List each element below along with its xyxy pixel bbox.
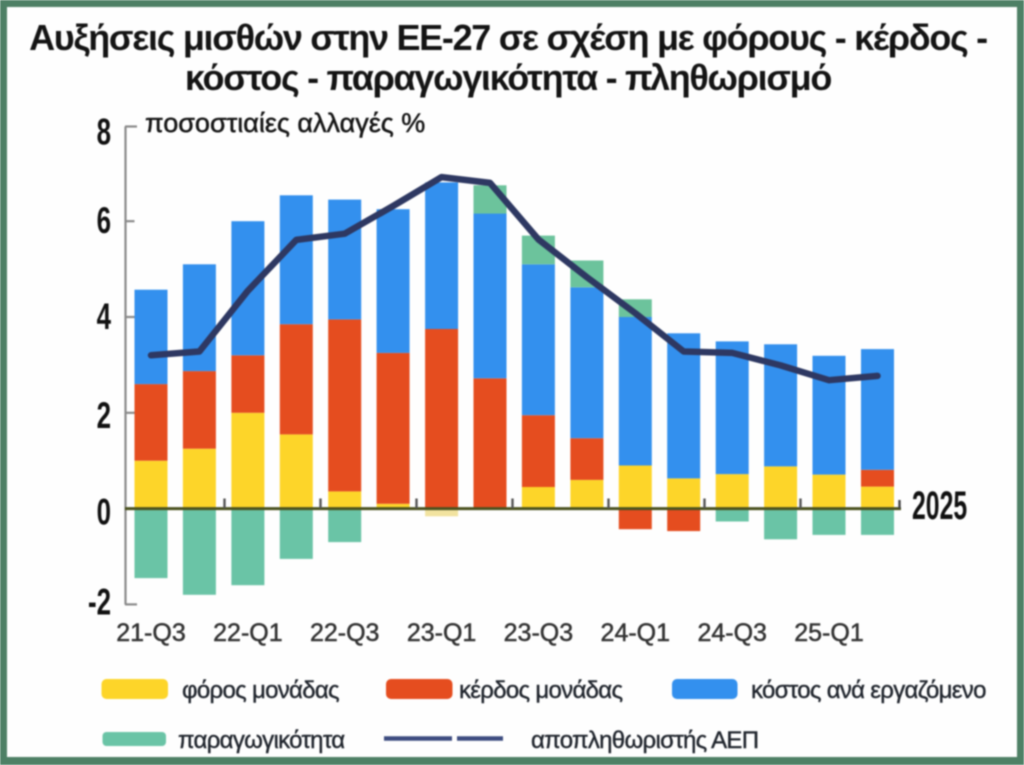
svg-text:22-Q3: 22-Q3 [310, 619, 379, 647]
svg-text:6: 6 [97, 200, 111, 242]
svg-text:2025: 2025 [912, 484, 967, 528]
svg-text:23-Q3: 23-Q3 [504, 619, 573, 647]
svg-text:αποπληθωριστής ΑΕΠ: αποπληθωριστής ΑΕΠ [531, 727, 758, 754]
svg-text:24-Q3: 24-Q3 [697, 619, 766, 647]
svg-text:φόρος μονάδας: φόρος μονάδας [182, 677, 339, 704]
svg-text:0: 0 [97, 491, 111, 533]
svg-text:κέρδος μονάδας: κέρδος μονάδας [459, 677, 622, 704]
svg-text:22-Q1: 22-Q1 [213, 619, 282, 647]
svg-text:25-Q1: 25-Q1 [794, 619, 863, 647]
svg-text:24-Q1: 24-Q1 [601, 619, 670, 647]
svg-text:21-Q3: 21-Q3 [116, 619, 185, 647]
svg-text:8: 8 [97, 111, 111, 153]
svg-text:4: 4 [97, 295, 112, 337]
svg-text:2: 2 [97, 394, 111, 436]
svg-text:κόστος ανά εργαζόμενο: κόστος ανά εργαζόμενο [751, 677, 986, 704]
svg-text:23-Q1: 23-Q1 [407, 619, 476, 647]
svg-text:παραγωγικότητα: παραγωγικότητα [178, 727, 345, 754]
svg-text:ποσοστιαίες αλλαγές %: ποσοστιαίες αλλαγές % [145, 108, 425, 138]
svg-text:-2: -2 [88, 581, 111, 623]
